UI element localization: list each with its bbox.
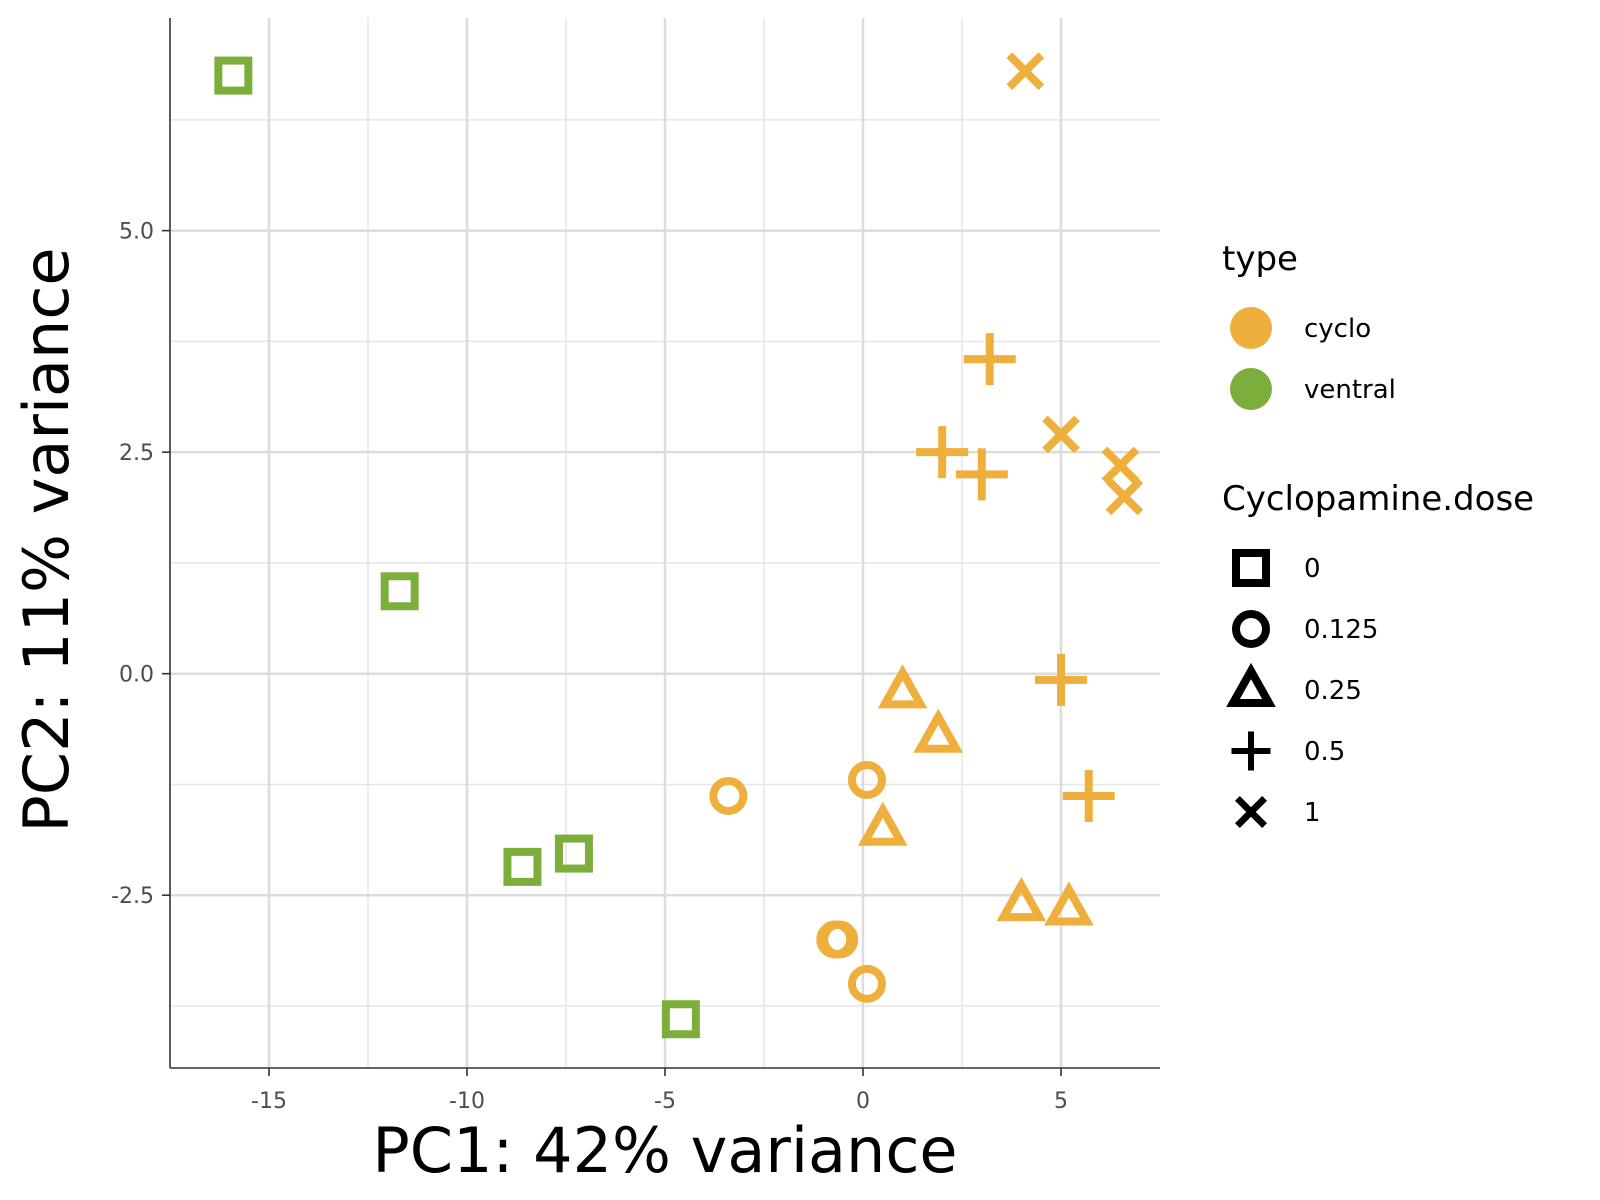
point-cyclo-cross (1006, 52, 1045, 90)
point-ventral-square (503, 847, 542, 886)
x-axis-title: PC1: 42% variance (372, 1114, 957, 1187)
x-tick-label: -10 (449, 1089, 485, 1114)
y-tick-label: 0.0 (119, 663, 154, 688)
x-tick-label: -5 (654, 1089, 676, 1114)
point-cyclo-plus (916, 426, 969, 479)
legend-shape-key (1232, 610, 1270, 648)
point-cyclo-plus (963, 333, 1016, 386)
point-ventral-square (554, 834, 593, 873)
y-tick-label: 2.5 (119, 441, 154, 466)
point-cyclo-circle (820, 920, 859, 959)
legend-title-dose: Cyclopamine.dose (1222, 479, 1534, 519)
point-cyclo-cross (1105, 477, 1144, 516)
legend-label: 0.125 (1304, 615, 1378, 645)
point-cyclo-cross (1101, 446, 1140, 485)
point-cyclo-plus (955, 448, 1008, 501)
legend-label: 0.5 (1304, 737, 1345, 767)
x-tick-label: 5 (1054, 1089, 1068, 1114)
y-axis-title: PC2: 11% variance (10, 247, 83, 832)
legend-label: 0 (1304, 554, 1321, 584)
tick-labels: -15 -10 -5 0 5 -2.5 0.0 2.5 5.0 (111, 220, 1068, 1114)
y-tick-label: -2.5 (111, 884, 154, 909)
legend-shape-key (1234, 795, 1268, 829)
y-tick-label: 5.0 (119, 220, 154, 245)
point-cyclo-triangle (913, 708, 964, 753)
point-cyclo-plus (1062, 769, 1115, 822)
point-ventral-square (380, 572, 419, 611)
point-ventral-square (661, 1000, 700, 1039)
point-cyclo-plus (1035, 653, 1087, 706)
point-ventral-square (214, 56, 253, 95)
point-cyclo-circle (709, 776, 748, 815)
legend-shape-key (1231, 731, 1271, 771)
legend-label: ventral (1304, 375, 1396, 405)
x-tick-label: 0 (856, 1089, 870, 1114)
x-tick-label: -15 (251, 1089, 287, 1114)
data-points (214, 52, 1144, 1039)
legend-shape-key (1226, 662, 1276, 707)
legend-label: cyclo (1304, 314, 1371, 344)
point-cyclo-triangle (1044, 881, 1094, 926)
legend-label: 0.25 (1304, 676, 1362, 706)
point-cyclo-triangle (857, 801, 908, 846)
point-cyclo-triangle (996, 876, 1047, 922)
axes (162, 18, 1160, 1076)
legend-label: 1 (1304, 798, 1321, 828)
point-cyclo-circle (847, 761, 886, 800)
legend-title-type: type (1222, 239, 1298, 279)
point-cyclo-circle (847, 964, 886, 1003)
legend: type cyclo ventral Cyclopamine.dose 0 0.125 0.… (1222, 239, 1534, 829)
point-cyclo-cross (1042, 415, 1080, 454)
legend-shape-key (1232, 549, 1270, 587)
legend-color-key (1230, 368, 1272, 410)
point-cyclo-triangle (877, 664, 928, 709)
grid-lines (170, 18, 1160, 1068)
legend-color-key (1230, 307, 1272, 349)
